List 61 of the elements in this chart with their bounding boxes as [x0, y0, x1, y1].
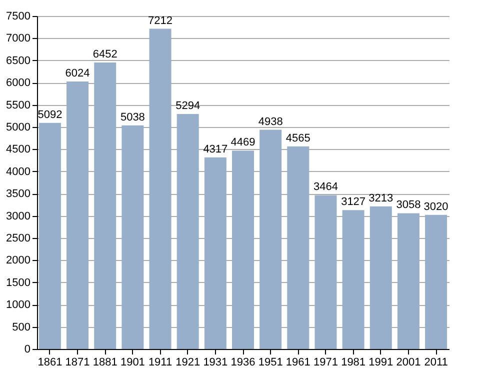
data-label: 6024 — [65, 68, 90, 80]
data-label: 3464 — [313, 181, 338, 194]
y-tick-label: 1500 — [6, 276, 30, 289]
x-tick-label: 1991 — [368, 356, 394, 368]
data-label: 5092 — [38, 108, 62, 121]
bar — [342, 210, 364, 349]
y-tick-label: 5500 — [6, 99, 30, 112]
data-label: 3058 — [396, 199, 421, 212]
data-label: 6452 — [92, 48, 118, 61]
data-label: 4317 — [203, 143, 228, 156]
y-tick-label: 6000 — [6, 77, 30, 90]
x-tick-label: 2011 — [424, 356, 448, 368]
y-tick-label: 7500 — [6, 10, 30, 22]
bar — [204, 157, 226, 349]
x-tick-label: 1961 — [286, 356, 310, 368]
bar — [38, 122, 61, 349]
x-tick-label: 1931 — [203, 356, 228, 368]
bar — [425, 214, 448, 349]
bar — [176, 114, 199, 349]
y-tick-label: 7000 — [6, 32, 30, 45]
bar — [122, 125, 144, 349]
bar — [94, 62, 116, 349]
bar — [66, 82, 89, 349]
bar — [149, 28, 172, 349]
x-tick-label: 1901 — [120, 356, 145, 368]
data-label: 5038 — [120, 111, 145, 124]
data-label: 7212 — [148, 14, 173, 27]
y-tick-label: 2000 — [6, 254, 30, 267]
x-tick-label: 2001 — [396, 356, 421, 368]
x-tick-label: 1881 — [92, 356, 118, 368]
y-tick-label: 3500 — [6, 188, 30, 200]
x-tick-label: 1921 — [176, 356, 200, 368]
bar — [287, 146, 310, 349]
y-tick-label: 2500 — [6, 232, 30, 244]
x-tick-label: 1861 — [38, 356, 62, 368]
bar — [314, 195, 337, 349]
data-label: 3127 — [341, 196, 366, 208]
y-tick-label: 3000 — [6, 210, 30, 222]
y-tick-label: 5000 — [6, 122, 30, 134]
x-tick-label: 1951 — [258, 356, 283, 368]
x-tick-label: 1971 — [313, 356, 338, 368]
data-label: 3020 — [424, 200, 448, 213]
data-label: 5294 — [176, 100, 200, 112]
data-label: 3213 — [368, 192, 394, 204]
y-tick-label: 1000 — [6, 299, 30, 312]
y-tick-label: 0 — [24, 344, 30, 356]
x-tick-label: 1981 — [341, 356, 366, 368]
bar — [370, 206, 392, 349]
bar — [232, 150, 254, 349]
bar — [260, 130, 282, 349]
x-tick-label: 1936 — [230, 356, 256, 368]
y-tick-label: 500 — [12, 321, 30, 334]
y-tick-label: 4000 — [6, 166, 30, 178]
y-tick-label: 4500 — [6, 144, 30, 156]
y-tick-label: 6500 — [6, 54, 30, 67]
data-label: 4565 — [286, 132, 310, 144]
bar — [397, 213, 420, 349]
data-label: 4938 — [258, 116, 283, 128]
data-label: 4469 — [230, 136, 256, 149]
x-tick-label: 1871 — [65, 356, 90, 368]
x-tick-label: 1911 — [148, 356, 172, 368]
